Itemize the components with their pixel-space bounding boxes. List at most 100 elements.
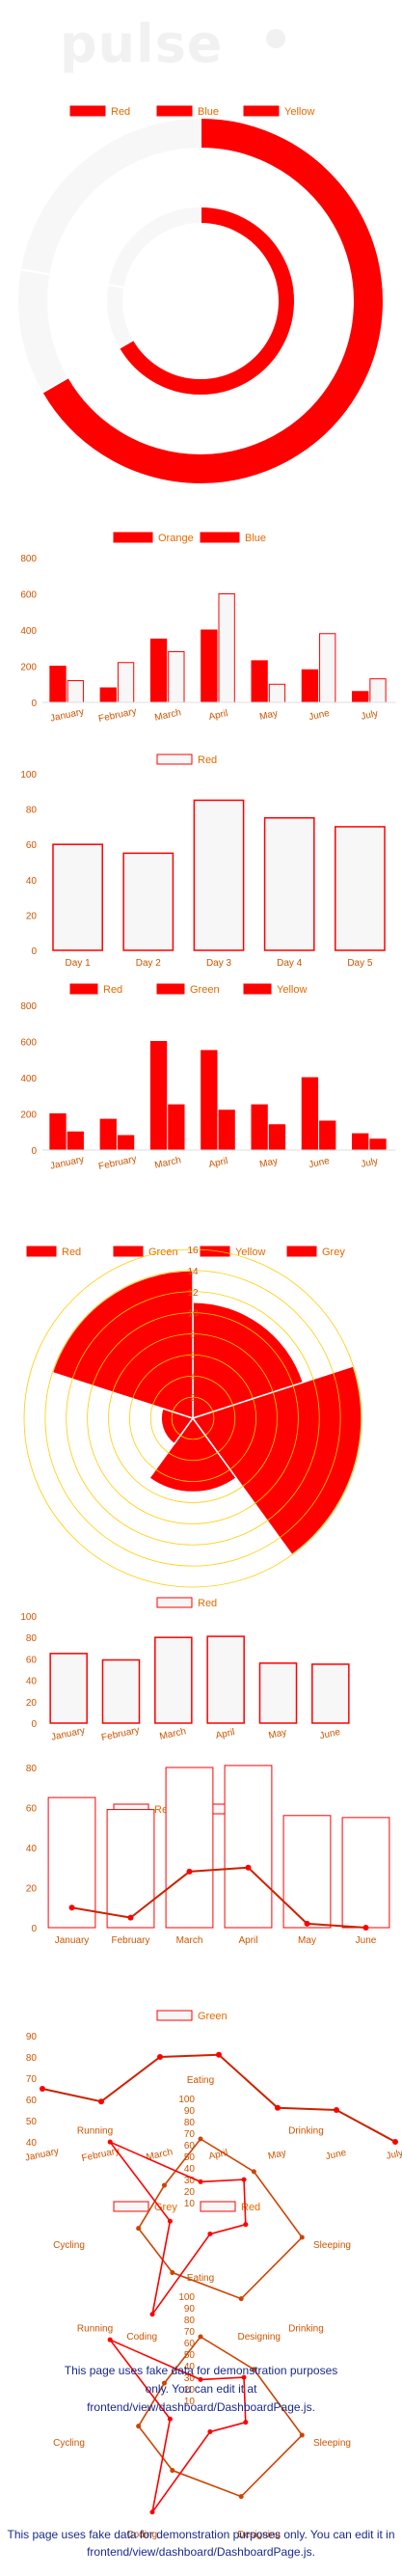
radar2-point — [299, 2432, 305, 2438]
radar1-legend-label: Red — [241, 2202, 260, 2213]
overlay-notice-line2: only. You can edit it at — [145, 2382, 257, 2396]
bar4-ytick: 100 — [20, 1612, 37, 1623]
bar4-xtick: June — [319, 1727, 342, 1741]
line-ytick: 90 — [26, 2032, 38, 2042]
bar3-bar — [268, 1124, 286, 1151]
radar1-series — [137, 2137, 304, 2300]
radar2-axis-label: Running — [77, 2324, 113, 2335]
polar-grid-ring — [128, 1354, 257, 1483]
polar-grid-ring — [87, 1312, 299, 1524]
bar4-xtick: February — [100, 1725, 140, 1743]
radar2-axis-label: Coding — [126, 2530, 157, 2540]
line-point — [392, 2139, 398, 2145]
radar2-point — [107, 2337, 113, 2343]
bar3-xtick: January — [49, 1154, 85, 1171]
polar-segment — [147, 1416, 238, 1494]
bar4-bar — [311, 1663, 350, 1724]
radar2-point — [161, 2380, 167, 2386]
radar1-axis-label: Sleeping — [313, 2240, 351, 2251]
doughnut-outer-slice — [18, 116, 201, 276]
radar1-point — [198, 2136, 203, 2142]
bar2-ytick: 60 — [26, 840, 38, 851]
radar2-point — [170, 2468, 175, 2474]
bar4-ytick: 0 — [31, 1719, 37, 1730]
radar1-point — [207, 2232, 213, 2237]
bar2-bar — [52, 843, 103, 951]
radar1-point — [251, 2169, 256, 2175]
bar1-bar — [149, 638, 168, 703]
polar-grid-ring — [44, 1270, 341, 1567]
bar4-xtick: January — [50, 1725, 86, 1742]
bar3-bar — [49, 1113, 67, 1151]
bar1-xtick: July — [360, 708, 379, 722]
bar4-bar — [101, 1658, 141, 1724]
radar2-rtick: 10 — [184, 2397, 196, 2407]
radar1-point — [243, 2222, 249, 2228]
doughnut-legend-swatch — [243, 105, 280, 117]
mixed-ytick: 80 — [26, 1764, 38, 1774]
bar1-xtick: May — [258, 708, 279, 723]
bar1-xtick: June — [308, 708, 331, 723]
bar4-legend-swatch — [156, 1597, 193, 1608]
radar2-point — [136, 2424, 142, 2429]
bar1-xtick: January — [49, 706, 85, 724]
bar4-bar — [154, 1636, 193, 1724]
polar-segment — [51, 1270, 194, 1420]
polar-rtick: 4 — [190, 1372, 196, 1383]
polar-segment — [192, 1301, 305, 1420]
bar2-ytick: 20 — [26, 911, 38, 921]
bar2-bar — [335, 826, 386, 951]
mixed-xtick: February — [111, 1935, 149, 1946]
mixed-point — [127, 1914, 134, 1921]
bar3-xtick: July — [360, 1156, 379, 1169]
polar-rtick: 6 — [190, 1351, 196, 1361]
bar3-bar — [369, 1138, 387, 1151]
radar1-point — [241, 2177, 247, 2182]
line-legend-swatch — [156, 2010, 193, 2021]
doughnut-legend-label: Red — [111, 106, 130, 118]
radar2-series — [137, 2335, 304, 2498]
bar1-bar — [117, 662, 135, 703]
line-point — [98, 2098, 104, 2105]
bar4-legend-label: Red — [198, 1598, 217, 1609]
radar1-point — [161, 2182, 167, 2188]
mixed-ytick: 0 — [31, 1924, 37, 1934]
polar-legend-swatch — [26, 1246, 57, 1257]
line-ytick: 60 — [26, 2096, 38, 2106]
polar-legend-label: Grey — [322, 1247, 345, 1258]
bar3-legend-label: Yellow — [277, 984, 307, 996]
polar-rtick: 14 — [187, 1267, 199, 1277]
bar3-ytick: 200 — [20, 1110, 37, 1121]
polar-legend-swatch — [286, 1246, 317, 1257]
mixed-xtick: June — [356, 1935, 377, 1946]
polar-rtick: 10 — [187, 1309, 199, 1320]
bar3-bar — [301, 1077, 319, 1151]
radar2-point — [243, 2420, 249, 2425]
radar2-axis-label: Sleeping — [313, 2438, 351, 2449]
bar1-bar — [352, 691, 369, 703]
bar1-xtick: March — [153, 707, 181, 724]
bar3-bar — [99, 1118, 117, 1151]
radar1-point — [167, 2218, 173, 2224]
radar1-point — [149, 2312, 155, 2317]
line-ytick: 70 — [26, 2074, 38, 2085]
bar1-bar — [319, 633, 336, 703]
bar4-bar — [49, 1653, 88, 1724]
doughnut-outer-slice — [40, 116, 385, 485]
bar3-ytick: 400 — [20, 1074, 37, 1084]
bar4-ytick: 20 — [26, 1698, 38, 1709]
bar3-bar — [218, 1110, 235, 1151]
bar2-xtick: Day 3 — [206, 958, 232, 969]
doughnut-legend-label: Blue — [198, 106, 219, 118]
line-xtick: July — [386, 2148, 402, 2161]
radar2-point — [241, 2374, 247, 2380]
radar2-axis-label: Designing — [238, 2530, 281, 2540]
bar2-ytick: 0 — [31, 946, 37, 957]
bar3-legend-swatch — [69, 983, 98, 995]
radar1-axis-label: Cycling — [53, 2240, 85, 2251]
bar1-xtick: February — [97, 706, 137, 725]
radar1-point — [299, 2234, 305, 2240]
bar3-legend-swatch — [243, 983, 272, 995]
mixed-ytick: 20 — [26, 1884, 38, 1895]
